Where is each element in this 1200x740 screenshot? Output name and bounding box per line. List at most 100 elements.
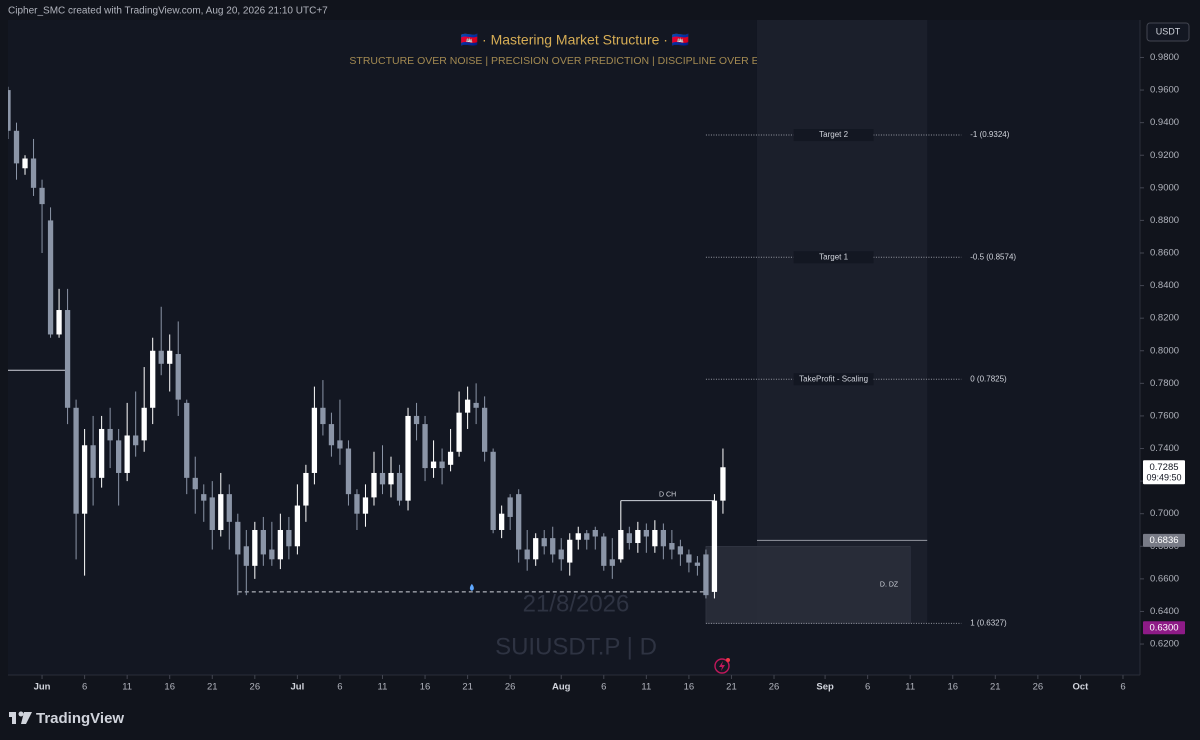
alert-icon[interactable] — [714, 658, 730, 674]
brand: TradingView — [36, 710, 124, 727]
candle-body — [192, 477, 198, 490]
candle-body — [558, 549, 564, 560]
candle-body — [362, 497, 369, 514]
chart-subtitle: STRUCTURE OVER NOISE | PRECISION OVER PR… — [349, 55, 800, 67]
x-tick-label: Aug — [552, 682, 571, 693]
x-tick-label: 21 — [207, 682, 218, 693]
demand-zone-label: D. DZ — [880, 582, 899, 589]
candle-body — [150, 350, 156, 408]
y-tick-label: 0.6600 — [1150, 573, 1179, 584]
x-tick-label: 6 — [1120, 682, 1125, 693]
y-tick-label: 0.7800 — [1150, 378, 1179, 389]
candle-body — [652, 529, 658, 547]
currency[interactable]: USDT — [1156, 26, 1181, 36]
candle-body — [720, 467, 726, 501]
x-tick-label: 6 — [82, 682, 87, 693]
x-tick-label: 6 — [601, 682, 606, 693]
candle-body — [337, 440, 343, 449]
candle-body — [635, 529, 641, 544]
candle-body — [592, 529, 598, 537]
candle-body — [133, 435, 139, 446]
candle-body — [303, 472, 309, 506]
x-tick-label: 16 — [164, 682, 175, 693]
candle-body — [260, 529, 266, 555]
fib-ratio-label: 0 (0.7825) — [970, 374, 1007, 383]
candle-body — [294, 505, 301, 547]
y-tick-label: 0.6400 — [1150, 606, 1179, 617]
liquidity-icon — [469, 583, 474, 591]
candle-body — [56, 310, 62, 335]
chart-title: 🇰🇭 · Mastering Market Structure · 🇰🇭 — [461, 32, 690, 48]
fib-label-bg — [793, 373, 874, 386]
projection-band — [756, 20, 928, 624]
candle-body — [516, 494, 522, 550]
x-tick-label: 21 — [462, 682, 473, 693]
candle-body — [184, 402, 190, 478]
candle-body — [116, 440, 122, 473]
currency-box[interactable] — [1146, 22, 1190, 42]
candle-body — [8, 90, 11, 131]
candle-body — [550, 538, 556, 555]
candle-body — [277, 529, 283, 560]
x-tick-label: 21 — [990, 682, 1001, 693]
x-tick-label: 11 — [641, 682, 651, 693]
candle-body — [379, 472, 386, 485]
candle-body — [660, 529, 667, 547]
y-tick-label: 0.8400 — [1150, 280, 1179, 291]
y-tick-label: 0.8800 — [1150, 215, 1179, 226]
x-tick-label: 16 — [684, 682, 695, 693]
candle-body — [39, 187, 45, 205]
candle-body — [107, 428, 113, 441]
y-tick-label: 0.9800 — [1150, 52, 1179, 63]
x-tick-label: 21 — [726, 682, 737, 693]
candle-body — [396, 472, 403, 501]
fib-label-bg — [793, 129, 874, 142]
candle-body — [175, 354, 181, 400]
x-tick-label: 26 — [505, 682, 516, 693]
candle-body — [464, 399, 471, 413]
candle-body — [286, 529, 292, 547]
candle-body — [64, 310, 71, 408]
x-tick-label: Jun — [34, 682, 51, 693]
candle-body — [524, 549, 530, 560]
watermark-symbol: SUIUSDT.P | D — [495, 633, 657, 660]
watermark-date: 21/8/2026 — [523, 590, 630, 617]
x-tick-label: 6 — [865, 682, 870, 693]
y-tick-label: 0.8600 — [1150, 248, 1179, 259]
candle-body — [618, 529, 624, 560]
candle-body — [439, 461, 445, 469]
x-tick-label: Sep — [816, 682, 834, 693]
x-tick-label: Jul — [291, 682, 305, 693]
x-tick-label: 26 — [250, 682, 261, 693]
candle-body — [694, 562, 701, 566]
choch-label: D CH — [659, 492, 676, 499]
candle-body — [354, 494, 360, 514]
demand-zone — [705, 546, 911, 624]
candle-body — [81, 445, 88, 514]
y-tick-label: 0.6200 — [1150, 639, 1179, 650]
candle-body — [405, 415, 411, 501]
candle-body — [567, 539, 573, 563]
candle-body — [252, 529, 258, 566]
candle-body — [73, 407, 79, 514]
candle-body — [609, 559, 615, 566]
candle-body — [584, 533, 590, 540]
candle-body — [30, 158, 37, 188]
fib-label-bg — [793, 251, 874, 264]
y-tick-label: 0.7000 — [1150, 508, 1179, 519]
y-tick-label: 0.9400 — [1150, 117, 1179, 128]
candle-body — [201, 494, 207, 501]
fib-label: Target 1 — [819, 252, 848, 261]
candle-body — [98, 428, 105, 478]
candle-body — [158, 350, 164, 364]
y-tick-label: 0.9600 — [1150, 85, 1179, 96]
candle-body — [473, 402, 479, 408]
fib-ratio-label: -0.5 (0.8574) — [970, 252, 1016, 261]
x-tick-label: 6 — [337, 682, 342, 693]
candle-body — [311, 407, 318, 473]
candle-body — [575, 533, 581, 540]
candle-body — [413, 415, 420, 425]
candle-body — [141, 407, 147, 441]
fib-ratio-label: -1 (0.9324) — [970, 130, 1009, 139]
candle-body — [235, 521, 241, 555]
